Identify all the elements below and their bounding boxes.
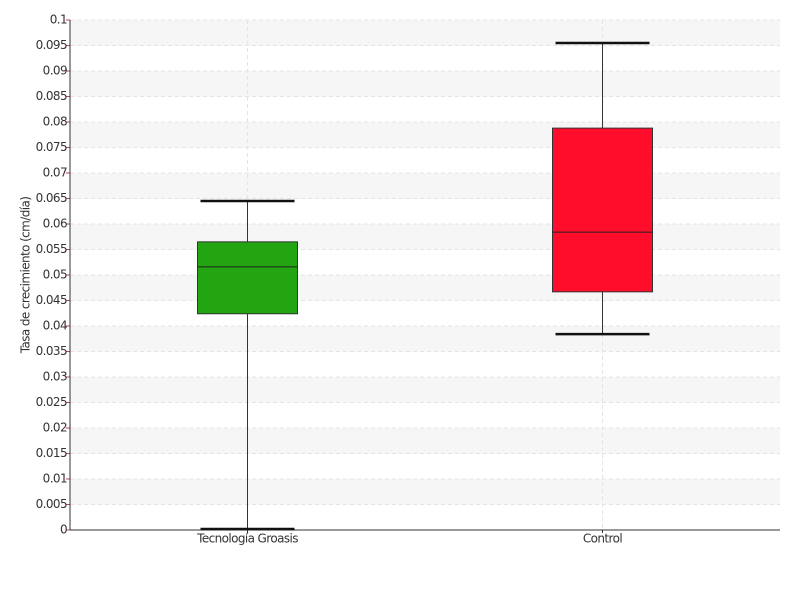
y-tick-label: 0.055 bbox=[36, 242, 67, 256]
y-tick-label: 0.085 bbox=[36, 89, 67, 103]
y-tick-label: 0.015 bbox=[36, 446, 67, 460]
grid-band bbox=[70, 428, 780, 454]
y-tick-label: 0.07 bbox=[43, 166, 67, 180]
y-tick-label: 0.09 bbox=[43, 64, 67, 78]
x-tick-label: Control bbox=[583, 532, 622, 546]
grid-band bbox=[70, 122, 780, 148]
y-tick-label: 0.1 bbox=[50, 13, 67, 27]
y-axis-label: Tasa de crecimiento (cm/día) bbox=[19, 197, 33, 355]
grid-band bbox=[70, 326, 780, 352]
box bbox=[552, 127, 653, 293]
grid-band bbox=[70, 20, 780, 46]
y-tick-label: 0.04 bbox=[43, 319, 67, 333]
grid-band bbox=[70, 377, 780, 403]
y-tick-label: 0.08 bbox=[43, 115, 67, 129]
grid-band bbox=[70, 173, 780, 199]
y-tick-label: 0.065 bbox=[36, 191, 67, 205]
grid-band bbox=[70, 275, 780, 301]
grid-band bbox=[70, 224, 780, 250]
grid-band bbox=[70, 479, 780, 505]
y-tick-label: 0.005 bbox=[36, 497, 67, 511]
y-tick-label: 0.01 bbox=[43, 472, 67, 486]
y-tick-label: 0.03 bbox=[43, 370, 67, 384]
box bbox=[197, 241, 298, 315]
y-tick-label: 0.02 bbox=[43, 421, 67, 435]
y-tick-label: 0.05 bbox=[43, 268, 67, 282]
x-tick-label: Tecnología Groasis bbox=[196, 532, 298, 546]
y-tick-label: 0.045 bbox=[36, 293, 67, 307]
grid-band bbox=[70, 71, 780, 97]
y-tick-label: 0 bbox=[60, 523, 67, 537]
y-tick-label: 0.06 bbox=[43, 217, 67, 231]
y-tick-label: 0.025 bbox=[36, 395, 67, 409]
y-tick-label: 0.095 bbox=[36, 38, 67, 52]
y-tick-label: 0.075 bbox=[36, 140, 67, 154]
y-tick-label: 0.035 bbox=[36, 344, 67, 358]
